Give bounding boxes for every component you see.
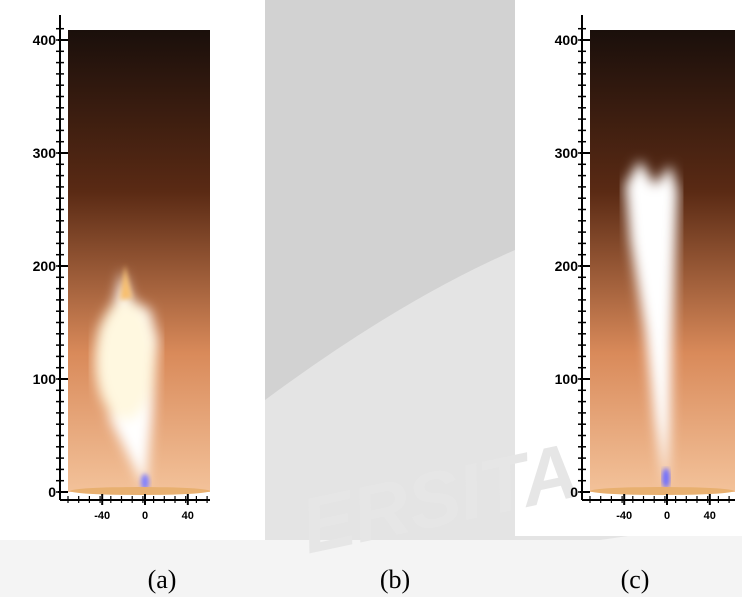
y-tick-label: 400 xyxy=(33,32,57,48)
x-tick-label: 40 xyxy=(704,510,716,522)
burner xyxy=(70,487,210,495)
y-tick-label: 0 xyxy=(48,484,56,500)
y-tick-label: 200 xyxy=(555,258,579,274)
y-tick-label: 300 xyxy=(33,145,57,161)
y-tick-label: 300 xyxy=(555,145,579,161)
burner xyxy=(590,487,734,495)
y-tick-label: 400 xyxy=(555,32,579,48)
x-tick-label: -40 xyxy=(94,510,110,522)
y-tick-label: 100 xyxy=(555,371,579,387)
figure: ERSITA (a) (b) (c) 0100200300400-4004001… xyxy=(0,0,742,597)
y-tick-label: 200 xyxy=(33,258,57,274)
y-tick-label: 100 xyxy=(33,371,57,387)
caption: (b) xyxy=(380,565,410,594)
caption: (c) xyxy=(621,565,650,594)
y-tick-label: 0 xyxy=(570,484,578,500)
x-tick-label: -40 xyxy=(616,510,632,522)
caption: (a) xyxy=(148,565,177,594)
x-tick-label: 0 xyxy=(664,510,670,522)
x-tick-label: 40 xyxy=(182,510,194,522)
x-tick-label: 0 xyxy=(142,510,148,522)
